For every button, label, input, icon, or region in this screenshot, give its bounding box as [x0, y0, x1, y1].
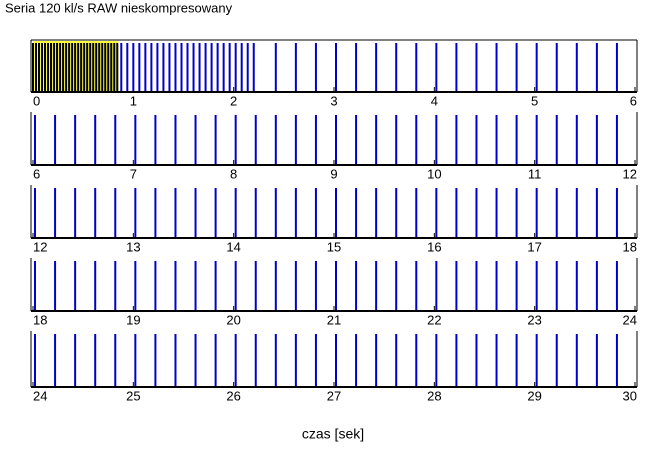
x-tick-label: 11 — [528, 166, 542, 181]
x-tick-label: 13 — [126, 239, 140, 254]
x-axis-label: czas [sek] — [302, 426, 364, 442]
x-tick-label: 16 — [427, 239, 441, 254]
x-tick-label: 29 — [527, 388, 541, 403]
x-tick-label: 7 — [130, 166, 137, 181]
x-tick-label: 22 — [427, 312, 441, 327]
x-tick-label: 18 — [623, 239, 637, 254]
x-tick-label: 6 — [33, 166, 40, 181]
x-tick-label: 15 — [327, 239, 341, 254]
x-tick-label: 28 — [427, 388, 441, 403]
x-tick-label: 26 — [226, 388, 240, 403]
x-tick-label: 12 — [623, 166, 637, 181]
chart-title: Seria 120 kl/s RAW nieskompresowany — [5, 0, 233, 15]
x-tick-label: 0 — [33, 93, 40, 108]
x-tick-label: 20 — [226, 312, 240, 327]
x-tick-label: 5 — [531, 93, 538, 108]
x-tick-label: 24 — [33, 388, 47, 403]
x-tick-label: 17 — [527, 239, 541, 254]
x-tick-label: 30 — [623, 388, 637, 403]
x-tick-label: 9 — [330, 166, 337, 181]
x-tick-label: 23 — [527, 312, 541, 327]
x-tick-label: 25 — [126, 388, 140, 403]
x-tick-label: 21 — [327, 312, 341, 327]
x-tick-label: 6 — [630, 93, 637, 108]
x-tick-label: 3 — [330, 93, 337, 108]
x-tick-label: 4 — [431, 93, 438, 108]
x-tick-label: 12 — [33, 239, 47, 254]
x-tick-label: 8 — [230, 166, 237, 181]
x-tick-label: 24 — [623, 312, 637, 327]
x-tick-label: 27 — [327, 388, 341, 403]
x-tick-label: 18 — [33, 312, 47, 327]
x-tick-label: 1 — [130, 93, 137, 108]
x-tick-label: 10 — [427, 166, 441, 181]
x-tick-label: 2 — [230, 93, 237, 108]
x-tick-label: 14 — [226, 239, 240, 254]
x-tick-label: 19 — [126, 312, 140, 327]
